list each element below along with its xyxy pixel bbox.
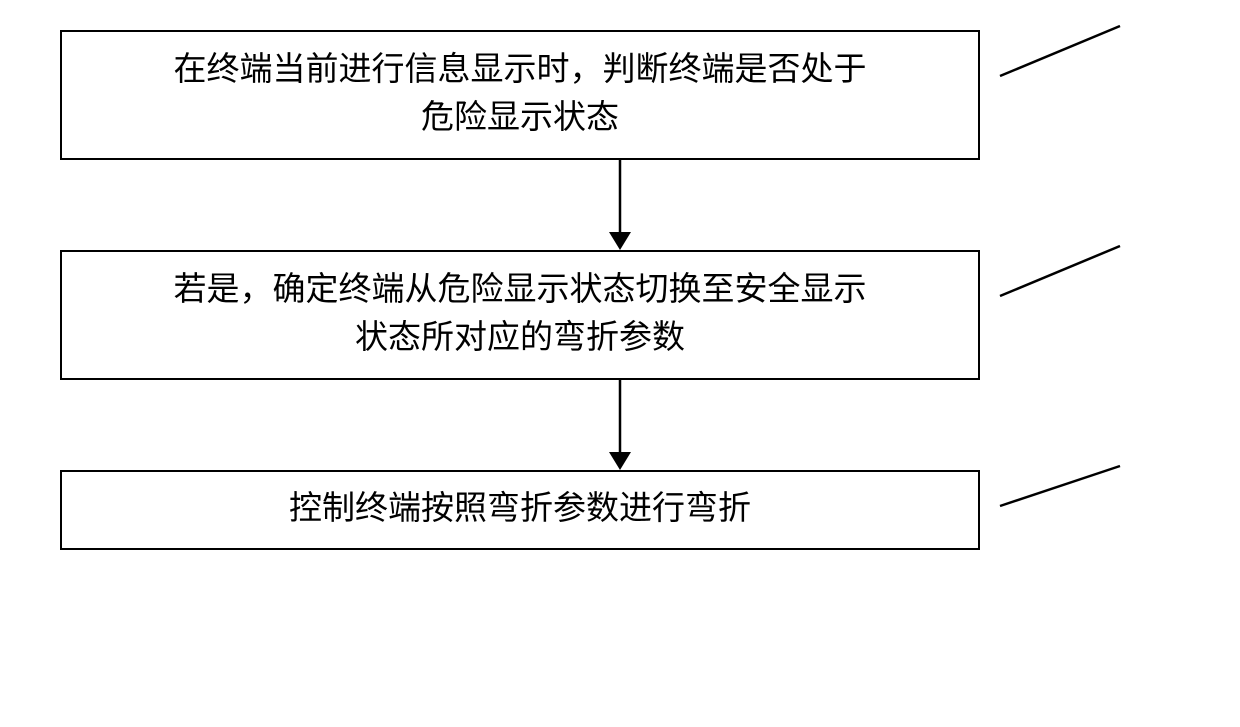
flow-node-box: 在终端当前进行信息显示时，判断终端是否处于 危险显示状态 [60, 30, 980, 160]
flow-node-n1: 在终端当前进行信息显示时，判断终端是否处于 危险显示状态S301 [60, 30, 1180, 160]
flow-node-text: 若是，确定终端从危险显示状态切换至安全显示 状态所对应的弯折参数 [174, 267, 867, 363]
flow-node-box: 若是，确定终端从危险显示状态切换至安全显示 状态所对应的弯折参数 [60, 250, 980, 380]
flow-arrow [160, 380, 1080, 470]
flow-arrow [160, 160, 1080, 250]
flow-node-text: 控制终端按照弯折参数进行弯折 [289, 486, 751, 534]
flow-node-n3: 控制终端按照弯折参数进行弯折S303 [60, 470, 1180, 550]
flow-node-n2: 若是，确定终端从危险显示状态切换至安全显示 状态所对应的弯折参数S302 [60, 250, 1180, 380]
flow-node-box: 控制终端按照弯折参数进行弯折 [60, 470, 980, 550]
flow-node-text: 在终端当前进行信息显示时，判断终端是否处于 危险显示状态 [174, 47, 867, 143]
flowchart-container: 在终端当前进行信息显示时，判断终端是否处于 危险显示状态S301 若是，确定终端从… [60, 30, 1180, 550]
